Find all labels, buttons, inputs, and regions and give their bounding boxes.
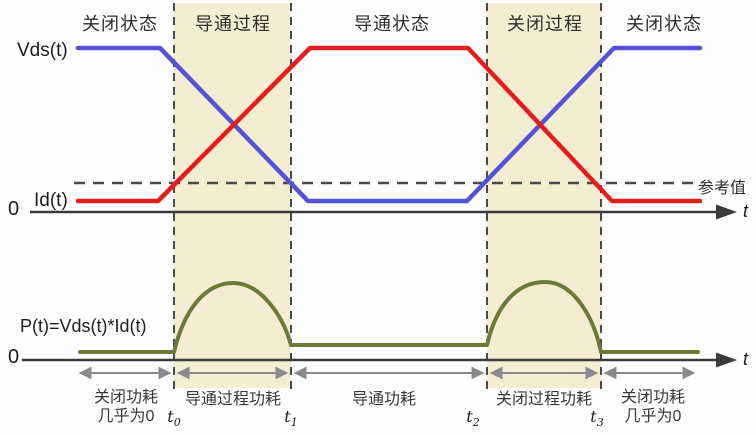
reference-value-label: 参考值 xyxy=(698,180,747,197)
bottom-axis-arrowhead-icon xyxy=(716,352,737,368)
time-marker-base: t xyxy=(590,407,597,426)
top-axis-arrowhead-icon xyxy=(716,204,737,220)
id-signal-label: Id(t) xyxy=(34,190,68,211)
turn-on-band xyxy=(174,3,291,388)
top-axis-t-label: t xyxy=(743,201,749,221)
state-label-turn-on: 导通过程 xyxy=(195,14,271,34)
time-marker-t2: t2 xyxy=(466,407,479,429)
power-label-line1: 导通功耗 xyxy=(351,391,417,408)
power-label-turn-on: 导通过程功耗 xyxy=(185,390,281,409)
vds-curve xyxy=(75,45,703,204)
state-label-turn-off: 关闭过程 xyxy=(507,14,583,34)
power-label-line1: 关闭功耗 xyxy=(620,389,686,406)
turn-off-band xyxy=(487,3,601,388)
power-label-line1: 关闭功耗 xyxy=(93,389,159,406)
time-marker-base: t xyxy=(466,407,473,426)
state-label-off-1: 关闭状态 xyxy=(82,14,158,34)
time-marker-base: t xyxy=(284,407,291,426)
bottom-axis-t-label: t xyxy=(743,349,749,369)
time-marker-sub: 2 xyxy=(472,416,480,430)
time-marker-t0: t0 xyxy=(167,407,180,429)
time-marker-sub: 0 xyxy=(173,416,181,430)
state-label-off-2: 关闭状态 xyxy=(626,14,702,34)
power-label-off-1: 关闭功耗几乎为0 xyxy=(94,388,158,426)
time-marker-t3: t3 xyxy=(590,407,603,429)
bottom-zero-label: 0 xyxy=(8,346,20,368)
power-label-off-2: 关闭功耗几乎为0 xyxy=(621,388,685,426)
time-marker-base: t xyxy=(167,407,174,426)
power-label-line2: 几乎为0 xyxy=(624,408,682,425)
power-formula-label: P(t)=Vds(t)*Id(t) xyxy=(20,316,147,336)
power-label-line2: 几乎为0 xyxy=(97,408,155,425)
power-label-line1: 导通过程功耗 xyxy=(184,391,282,408)
power-label-on: 导通功耗 xyxy=(352,390,416,409)
power-label-line1: 关闭过程功耗 xyxy=(495,391,593,408)
vds-signal-label: Vds(t) xyxy=(17,40,68,61)
id-curve xyxy=(75,45,703,204)
power-curve xyxy=(78,280,700,354)
time-marker-sub: 3 xyxy=(596,416,604,430)
state-label-on: 导通状态 xyxy=(354,14,430,34)
time-marker-t1: t1 xyxy=(284,407,297,429)
top-zero-label: 0 xyxy=(8,198,20,220)
time-marker-sub: 1 xyxy=(290,416,298,430)
power-label-turn-off: 关闭过程功耗 xyxy=(496,390,592,409)
